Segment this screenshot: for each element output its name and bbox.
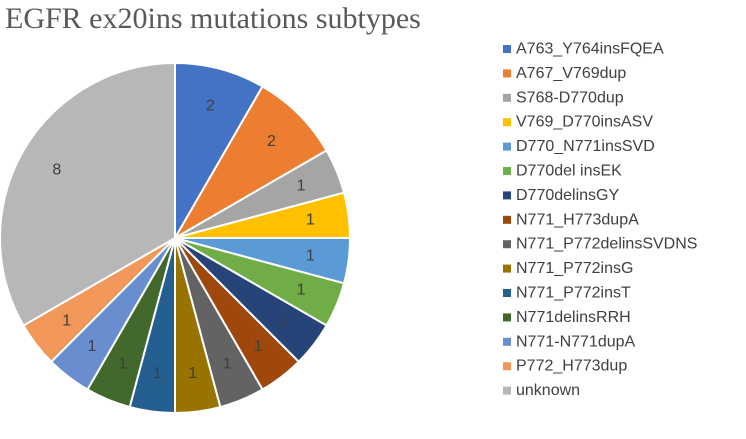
pie-slice [172,85,328,241]
pie-data-label: 1 [297,177,306,194]
legend-swatch [503,118,511,127]
legend-swatch [503,240,511,249]
legend-swatch [503,167,511,175]
legend-swatch [503,142,511,151]
pie-slices [0,61,352,415]
legend-swatch [503,289,511,297]
legend-swatch [503,191,511,200]
pie-data-label: 1 [223,356,232,373]
legend-label: N771_P772insT [516,285,631,302]
legend-label: P772_H773dup [516,358,627,375]
legend-label: A763_Y764insFQEA [516,41,664,58]
legend-label: N771delinsRRH [516,309,631,326]
legend-label: N771_H773dupA [516,211,639,228]
legend-label: D770_N771insSVD [516,138,655,155]
legend-label: A767_V769dup [516,65,626,82]
legend-swatch [503,337,511,346]
pie-data-label: 2 [267,133,276,150]
pie-data-label: 1 [254,338,263,355]
legend-swatch [503,69,511,78]
chart-title: EGFR ex20ins mutations subtypes [5,2,421,35]
legend-label: S768-D770dup [516,89,624,106]
legend-swatch [503,45,511,53]
pie-slice [174,61,264,242]
legend-label: D770delinsGY [516,187,620,204]
legend-swatch [503,215,511,224]
pie-data-label: 1 [188,365,197,382]
legend-swatch [503,386,511,395]
legend-label: D770del insEK [516,163,622,180]
pie-data-label: 1 [306,247,315,264]
pie-data-label: 8 [52,161,61,178]
legend-label: unknown [516,382,580,399]
legend-label: N771_P772insG [516,260,633,277]
pie-data-label: 1 [306,212,315,229]
legend-label: N771-N771dupA [516,333,636,350]
pie-data-label: 1 [118,356,127,373]
pie-data-label: 2 [206,98,215,115]
legend-label: V769_D770insASV [516,114,653,131]
legend-swatch [503,362,511,371]
pie-data-label: 1 [297,282,306,299]
legend-swatch [503,93,511,102]
pie-data-label: 1 [153,365,162,382]
legend: A763_Y764insFQEA A767_V769dup S768-D770dup… [503,41,697,399]
legend-swatch [503,313,511,322]
legend-label: N771_P772delinsSVDNS [516,236,697,253]
legend-swatch [503,264,511,273]
pie-slice [0,61,176,327]
pie-data-label: 1 [62,313,71,330]
pie-data-label: 1 [87,338,96,355]
pie-data-label: 1 [279,313,288,330]
